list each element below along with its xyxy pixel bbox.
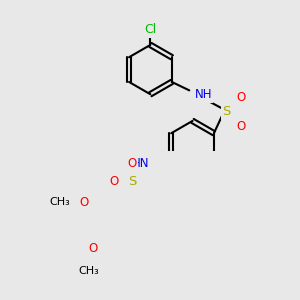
Text: O: O bbox=[236, 120, 245, 133]
Text: CH₃: CH₃ bbox=[78, 266, 99, 276]
Text: HN: HN bbox=[132, 157, 150, 169]
Text: O: O bbox=[110, 175, 118, 188]
Text: S: S bbox=[128, 175, 136, 188]
Text: NH: NH bbox=[194, 88, 212, 101]
Text: O: O bbox=[89, 242, 98, 255]
Text: O: O bbox=[128, 157, 137, 169]
Text: Cl: Cl bbox=[144, 23, 157, 37]
Text: CH₃: CH₃ bbox=[50, 197, 70, 207]
Text: S: S bbox=[222, 105, 230, 118]
Text: O: O bbox=[236, 91, 245, 104]
Text: O: O bbox=[79, 196, 88, 208]
